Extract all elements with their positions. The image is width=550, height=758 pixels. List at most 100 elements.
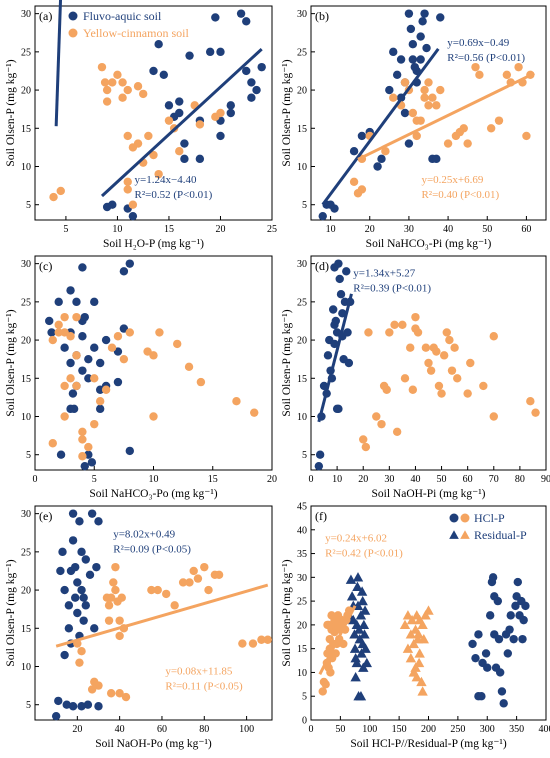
data-point-triangle — [423, 605, 434, 615]
data-point — [385, 328, 394, 337]
data-point — [115, 616, 124, 625]
data-point — [193, 574, 203, 583]
data-point — [400, 108, 410, 118]
data-point — [155, 328, 164, 337]
data-point — [408, 55, 418, 64]
x-tick-label: 60 — [521, 224, 531, 235]
regression-line — [318, 605, 357, 675]
data-point — [84, 354, 93, 364]
data-point-triangle — [355, 691, 367, 701]
x-tick-label: 5 — [92, 474, 97, 485]
data-point — [404, 9, 414, 18]
data-point — [522, 131, 531, 141]
data-point — [180, 139, 189, 148]
data-point — [408, 385, 418, 394]
data-point — [406, 24, 416, 34]
data-point — [60, 585, 69, 595]
data-point — [252, 85, 261, 95]
data-point — [78, 452, 87, 461]
data-point — [125, 446, 134, 456]
x-tick-label: 10 — [149, 474, 159, 485]
data-point-triangle — [351, 657, 363, 668]
data-point — [236, 9, 246, 18]
data-point — [54, 696, 63, 706]
regression-r2: R²=0.39 (P<0.01) — [353, 283, 431, 295]
data-point — [408, 40, 418, 49]
data-point — [161, 589, 171, 599]
y-tick-label: 15 — [297, 374, 307, 385]
data-point — [214, 570, 224, 579]
data-point — [64, 601, 74, 610]
data-point — [518, 634, 527, 644]
data-point — [349, 147, 359, 156]
data-point-triangle — [417, 686, 428, 696]
data-point — [216, 47, 225, 57]
data-point — [90, 419, 99, 429]
x-tick-label: 100 — [239, 724, 254, 735]
x-axis-label: Soil NaOH-Pi (mg kg⁻¹) — [372, 488, 486, 500]
regression-line — [321, 48, 440, 206]
data-point — [170, 601, 179, 610]
regression-equation: y=0.08x+11.85 — [165, 665, 232, 677]
data-point — [531, 408, 540, 417]
x-tick-label: 20 — [267, 474, 277, 485]
data-point — [339, 639, 348, 649]
data-point — [200, 562, 209, 572]
data-point — [73, 578, 82, 587]
data-point — [390, 320, 399, 329]
data-point — [466, 358, 475, 368]
data-point — [72, 351, 81, 360]
data-point — [72, 297, 81, 307]
data-point — [78, 366, 87, 375]
panel-label: (f) — [315, 509, 327, 523]
data-point — [71, 593, 80, 602]
x-tick-label: 0 — [309, 474, 314, 485]
panel-f: 0 50 100 150 200 250 300 350 400 0 5 10 15 20 25 30 35 40… — [281, 502, 550, 751]
data-point — [108, 200, 117, 209]
x-tick-label: 10 — [332, 474, 342, 485]
data-point — [349, 177, 359, 186]
y-tick-label: 0 — [302, 716, 307, 727]
data-point — [92, 562, 101, 572]
data-point — [416, 116, 425, 125]
x-tick-label: 90 — [541, 474, 550, 485]
data-point — [318, 687, 327, 696]
data-point — [406, 343, 415, 352]
data-point — [56, 566, 65, 576]
x-tick-label: 0 — [33, 474, 38, 485]
data-point — [257, 62, 266, 72]
data-point-triangle — [414, 648, 425, 658]
data-point — [494, 634, 504, 644]
legend-marker — [68, 11, 78, 21]
data-point — [95, 358, 105, 368]
data-point — [377, 419, 386, 429]
x-tick-label: 40 — [115, 724, 125, 735]
data-point-triangle — [346, 591, 358, 601]
data-point — [97, 62, 107, 72]
data-point — [81, 555, 90, 564]
data-point-triangle — [358, 619, 370, 630]
data-point — [66, 358, 75, 368]
data-point — [60, 412, 69, 421]
data-point — [205, 47, 215, 57]
data-point — [513, 577, 522, 587]
data-point — [413, 328, 423, 337]
data-point — [195, 154, 205, 164]
data-point-triangle — [413, 629, 424, 639]
data-point — [481, 649, 491, 658]
data-point — [90, 297, 99, 307]
x-axis-label: Soil HCl-P//Residual-P (mg kg⁻¹) — [350, 738, 507, 750]
data-point — [468, 639, 477, 649]
data-point — [115, 631, 124, 641]
data-point — [526, 397, 535, 406]
data-point — [115, 689, 124, 698]
data-point — [119, 267, 129, 276]
legend-label: Fluvo-aquic soil — [83, 9, 162, 23]
data-point — [72, 312, 81, 322]
data-point — [47, 328, 56, 337]
data-point — [422, 43, 431, 53]
data-point-triangle — [356, 586, 368, 596]
y-tick-label: 5 — [302, 450, 307, 461]
data-point-triangle — [349, 643, 361, 653]
data-point — [78, 263, 87, 272]
